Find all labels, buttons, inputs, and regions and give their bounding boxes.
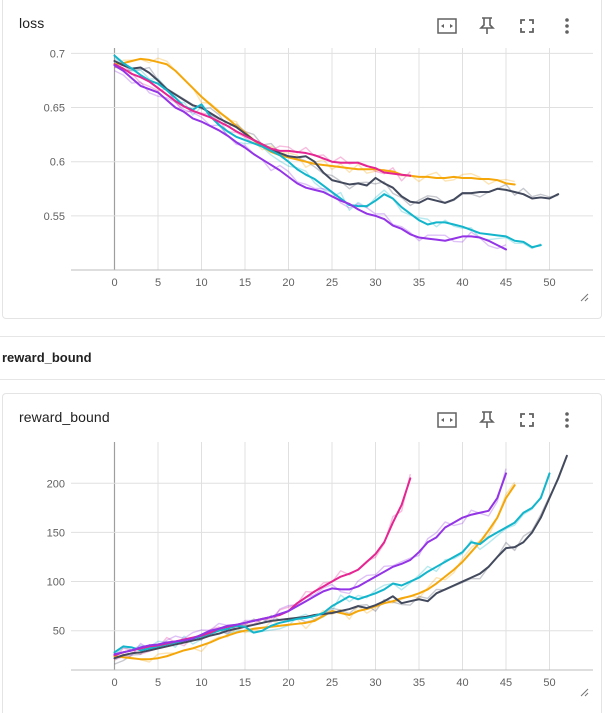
resize-handle[interactable]	[579, 292, 589, 302]
series-raw-line	[114, 66, 559, 207]
series-line	[113, 472, 507, 656]
loss-chart-card: loss 0 5 10 15 20 25 30 35 40 45 50 0.55 0.6 0.65 0.7	[2, 0, 602, 319]
pin-icon[interactable]	[467, 406, 507, 434]
x-tick-label: 25	[326, 277, 338, 289]
y-tick-label: 150	[47, 527, 65, 539]
group-title: reward_bound	[2, 350, 92, 365]
fit-to-data-icon[interactable]	[427, 406, 467, 434]
resize-handle[interactable]	[579, 687, 589, 697]
fit-to-data-icon[interactable]	[427, 12, 467, 40]
x-tick-label: 0	[111, 277, 117, 289]
series-line	[113, 484, 516, 661]
series-line	[113, 59, 560, 204]
x-tick-label: 25	[326, 677, 338, 689]
x-tick-label: 15	[239, 277, 251, 289]
x-tick-label: 5	[155, 677, 161, 689]
series-raw-line	[114, 481, 516, 663]
series-raw-line	[114, 456, 568, 665]
x-tick-label: 50	[543, 677, 555, 689]
x-tick-label: 10	[195, 677, 207, 689]
more-vert-icon[interactable]	[547, 406, 587, 434]
more-vert-icon[interactable]	[547, 12, 587, 40]
x-tick-label: 45	[500, 677, 512, 689]
y-tick-label: 200	[47, 478, 65, 490]
series-line	[113, 54, 542, 249]
x-tick-label: 30	[369, 677, 381, 689]
series-raw-line	[114, 57, 515, 185]
x-tick-label: 50	[543, 277, 555, 289]
y-tick-label: 0.6	[50, 157, 65, 169]
x-tick-label: 35	[413, 677, 425, 689]
x-tick-label: 0	[111, 677, 117, 689]
x-tick-label: 15	[239, 677, 251, 689]
x-tick-label: 10	[195, 277, 207, 289]
x-tick-label: 20	[282, 277, 294, 289]
x-tick-label: 20	[282, 677, 294, 689]
series-raw-line	[114, 70, 507, 250]
y-tick-label: 0.65	[44, 103, 65, 115]
y-tick-label: 100	[47, 577, 65, 589]
loss-plot[interactable]: 0 5 10 15 20 25 30 35 40 45 50 0.55 0.6 0.65 0.7	[3, 38, 603, 296]
chart-title: reward_bound	[19, 409, 110, 425]
reward-bound-chart-card: reward_bound 0 5 10 15 20 25 30 35 40 45 50 50 100 15…	[2, 393, 602, 713]
y-tick-label: 0.7	[50, 48, 65, 60]
pin-icon[interactable]	[467, 12, 507, 40]
fullscreen-icon[interactable]	[507, 406, 547, 434]
series-line	[113, 57, 516, 186]
x-tick-label: 40	[456, 677, 468, 689]
x-tick-label: 40	[456, 277, 468, 289]
chart-toolbar	[427, 12, 587, 40]
series-raw-line	[114, 468, 507, 661]
y-tick-label: 0.55	[44, 211, 65, 223]
reward-bound-plot[interactable]: 0 5 10 15 20 25 30 35 40 45 50 50 100 150 200	[3, 432, 603, 698]
series-line	[113, 64, 507, 251]
x-tick-label: 45	[500, 277, 512, 289]
x-tick-label: 35	[413, 277, 425, 289]
series-line	[113, 454, 568, 660]
series-line	[113, 63, 412, 177]
series-raw-line	[114, 57, 542, 250]
x-tick-label: 5	[155, 277, 161, 289]
y-tick-label: 50	[53, 626, 65, 638]
chart-toolbar	[427, 406, 587, 434]
group-header[interactable]: reward_bound	[0, 336, 605, 380]
chart-title: loss	[19, 15, 45, 31]
fullscreen-icon[interactable]	[507, 12, 547, 40]
x-tick-label: 30	[369, 277, 381, 289]
